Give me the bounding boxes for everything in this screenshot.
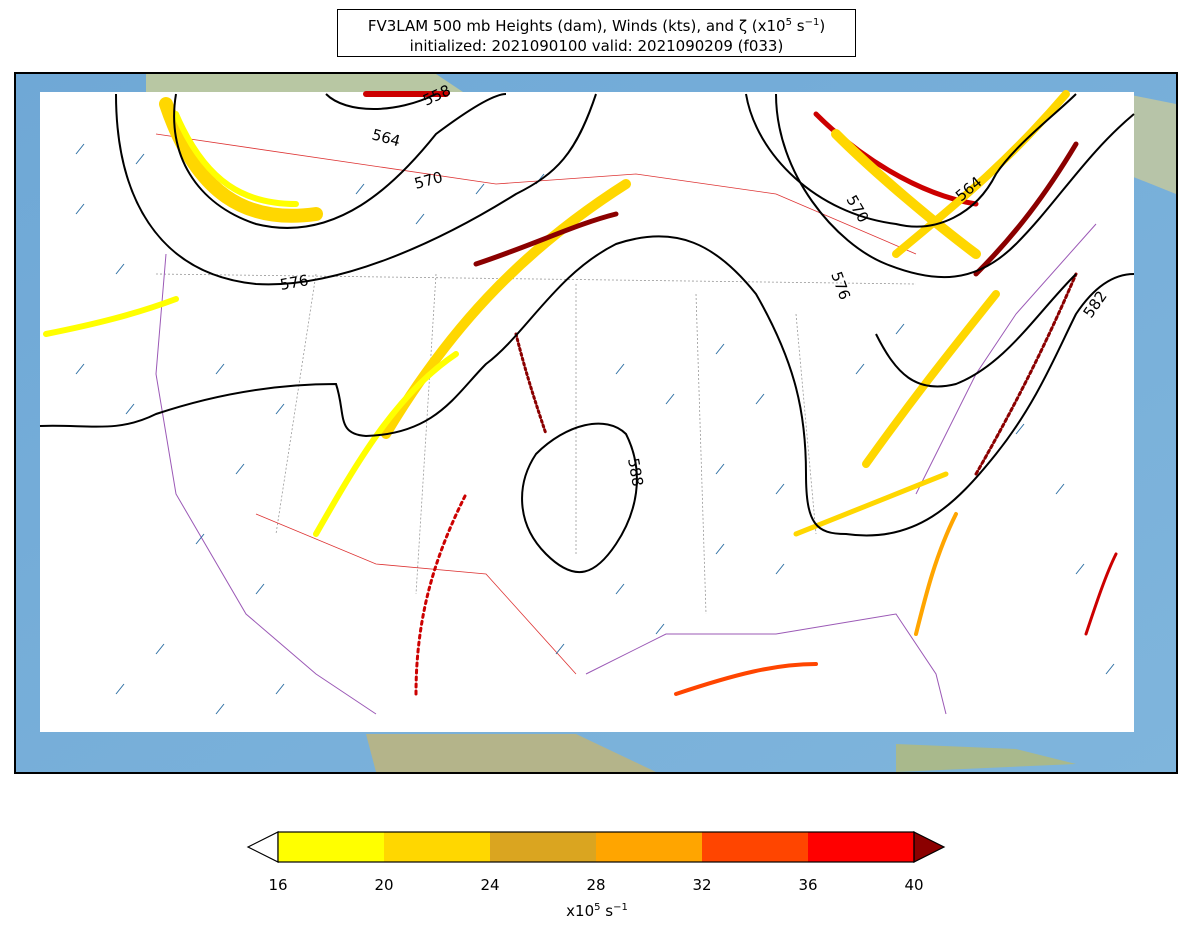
land-cuba: [896, 744, 1076, 772]
land-canada: [146, 74, 466, 94]
vorticity-field: [43, 90, 1118, 696]
contour-564: [173, 93, 507, 229]
land-mexico: [366, 734, 656, 772]
contour-570-east: [745, 93, 1077, 228]
map-panel: 558 564 570 576 582 588 564 570 576: [14, 72, 1178, 774]
colorbar-tick-label: 24: [480, 876, 500, 894]
height-contours: [39, 93, 1135, 573]
colorbar-segment: [808, 832, 915, 862]
colorbar-tick-label: 40: [904, 876, 924, 894]
chart-title: FV3LAM 500 mb Heights (dam), Winds (kts)…: [337, 9, 856, 57]
contour-576-west: [39, 235, 1135, 537]
contour-576-east: [775, 93, 1135, 279]
land-quebec: [1126, 94, 1176, 194]
colorbar-tick-label: 32: [692, 876, 712, 894]
colorbar-extend-over: [913, 831, 946, 863]
contour-582: [875, 273, 1077, 388]
colorbar-tick-label: 36: [798, 876, 818, 894]
contour-558: [325, 93, 437, 110]
contour-588: [521, 422, 638, 573]
colorbar-segment: [278, 832, 385, 862]
contour-label: 588: [624, 457, 647, 488]
coastlines: [155, 223, 1097, 715]
title-line-2: initialized: 2021090100 valid: 202109020…: [409, 37, 784, 55]
colorbar-segment: [490, 832, 597, 862]
colorbar-extend-under: [246, 831, 279, 863]
contour-label: 576: [279, 271, 310, 294]
colorbar-segment: [384, 832, 491, 862]
colorbar-segment: [702, 832, 809, 862]
colorbar-tick-label: 20: [374, 876, 394, 894]
colorbar-segments: [278, 832, 915, 862]
colorbar-tick-label: 28: [586, 876, 606, 894]
colorbar-label: x105 s−1: [566, 902, 628, 920]
colorbar-segment: [596, 832, 703, 862]
colorbar-tick-label: 16: [268, 876, 288, 894]
colorbar: [246, 831, 946, 863]
title-line-1: FV3LAM 500 mb Heights (dam), Winds (kts)…: [367, 17, 826, 35]
contour-570-west: [115, 93, 597, 286]
wind-barbs: [75, 143, 1115, 715]
map-canvas: 558 564 570 576 582 588 564 570 576: [16, 74, 1176, 772]
political-borders: [155, 273, 917, 615]
